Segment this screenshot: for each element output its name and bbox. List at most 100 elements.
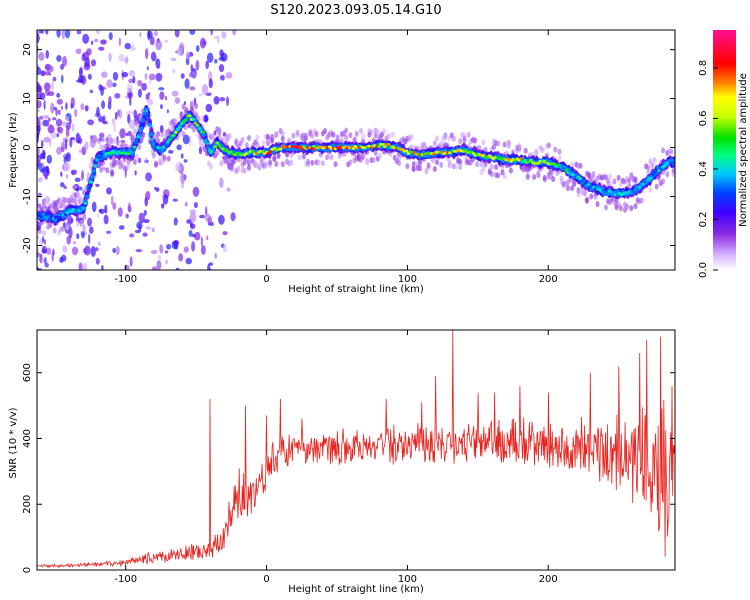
ridge-halo xyxy=(475,161,480,168)
noise-blob xyxy=(56,98,63,105)
noise-blob xyxy=(176,144,182,151)
noise-blob xyxy=(78,67,83,78)
noise-blob xyxy=(159,244,164,254)
noise-blob xyxy=(43,71,50,76)
figure-title: S120.2023.093.05.14.G10 xyxy=(270,3,441,18)
noise-blob xyxy=(172,68,176,74)
ridge-halo xyxy=(52,227,57,234)
ridge-halo xyxy=(261,139,266,146)
noise-blob xyxy=(154,186,157,191)
noise-blob xyxy=(37,163,40,170)
ridge-halo xyxy=(257,164,262,171)
ridge-halo xyxy=(295,129,300,136)
noise-blob xyxy=(153,30,159,37)
noise-blob xyxy=(87,73,92,80)
ridge-core xyxy=(95,158,99,162)
noise-blob xyxy=(95,247,99,252)
ridge-halo xyxy=(344,134,349,141)
ridge-halo xyxy=(570,185,575,192)
ridge-halo xyxy=(280,135,285,142)
ridge-core xyxy=(351,147,356,151)
ridge-core xyxy=(69,210,74,213)
ridge-halo xyxy=(418,165,423,172)
noise-blob xyxy=(184,201,188,207)
snr-ylabel: SNR (10 * v/v) xyxy=(8,407,19,478)
ridge-halo xyxy=(502,172,507,179)
noise-blob xyxy=(37,146,40,157)
ridge-halo xyxy=(73,197,78,204)
ridge-core xyxy=(651,173,655,177)
noise-blob xyxy=(121,71,129,78)
ridge-core xyxy=(641,182,645,186)
ridge-halo xyxy=(629,205,634,212)
ridge-core xyxy=(298,144,302,148)
noise-blob xyxy=(56,133,60,138)
ridge-halo xyxy=(633,176,638,183)
noise-blob xyxy=(173,217,178,226)
ridge-core xyxy=(136,135,141,139)
ridge-core xyxy=(187,114,192,118)
ridge-halo xyxy=(618,205,623,212)
ridge-core xyxy=(635,188,640,192)
noise-blob xyxy=(189,209,197,215)
noise-blob xyxy=(144,156,147,164)
noise-blob xyxy=(60,182,65,188)
noise-blob xyxy=(180,153,184,159)
noise-blob xyxy=(110,169,115,177)
ridge-halo xyxy=(96,137,101,144)
ridge-halo xyxy=(101,136,106,143)
noise-blob xyxy=(129,96,132,106)
ridge-core xyxy=(369,146,373,150)
ridge-halo xyxy=(358,127,363,134)
noise-blob xyxy=(137,88,142,98)
noise-blob xyxy=(46,247,52,255)
noise-blob xyxy=(37,267,42,270)
noise-blob xyxy=(155,187,160,192)
noise-blob xyxy=(171,90,179,97)
noise-blob xyxy=(70,169,77,175)
ridge-halo xyxy=(489,163,494,170)
ridge-halo xyxy=(325,154,330,161)
noise-blob xyxy=(145,226,151,230)
ridge-halo xyxy=(130,133,135,140)
spectrogram-marks xyxy=(37,30,675,270)
ridge-core xyxy=(211,147,216,151)
noise-blob xyxy=(78,149,82,154)
ridge-halo xyxy=(494,164,499,171)
ridge-halo xyxy=(310,132,315,139)
noise-blob xyxy=(50,102,55,114)
noise-blob xyxy=(113,122,116,133)
ridge-core xyxy=(556,163,561,166)
noise-blob xyxy=(214,58,218,64)
noise-blob xyxy=(43,136,51,143)
ridge-halo xyxy=(458,164,463,171)
noise-blob xyxy=(180,73,185,79)
noise-blob xyxy=(39,115,44,120)
ridge-halo xyxy=(591,171,596,178)
ridge-core xyxy=(201,130,206,134)
noise-blob xyxy=(119,128,126,139)
ridge-halo xyxy=(650,162,655,169)
noise-blob xyxy=(164,39,168,43)
noise-blob xyxy=(37,66,42,76)
ridge-core xyxy=(250,149,255,153)
ridge-core xyxy=(381,142,385,146)
noise-blob xyxy=(175,50,179,54)
noise-blob xyxy=(89,137,96,148)
ridge-core xyxy=(631,190,636,194)
noise-blob xyxy=(101,100,106,109)
ridge-core xyxy=(142,114,147,118)
noise-blob xyxy=(183,246,189,253)
noise-blob xyxy=(160,203,165,209)
noise-blob xyxy=(205,103,213,113)
ridge-halo xyxy=(418,160,423,167)
noise-blob xyxy=(221,31,227,39)
noise-blob xyxy=(80,103,85,111)
ridge-halo xyxy=(661,147,666,154)
ridge-halo xyxy=(603,204,608,211)
noise-blob xyxy=(39,255,43,263)
noise-blob xyxy=(117,207,123,217)
ridge-halo xyxy=(426,162,431,169)
ridge-halo xyxy=(242,167,247,174)
ridge-core xyxy=(176,127,180,131)
